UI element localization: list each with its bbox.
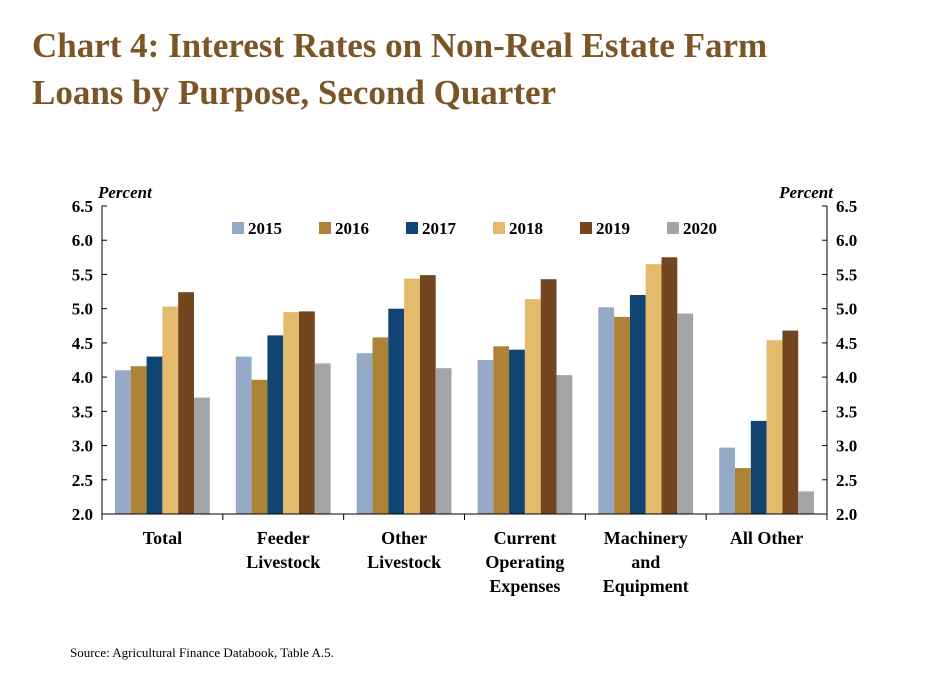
right-tick-label-3: 3.5: [836, 402, 857, 421]
category-label-4-0: Machinery: [604, 528, 688, 548]
bar-2019-cat-0: [178, 292, 194, 514]
bar-2018-cat-3: [524, 299, 541, 514]
bar-2020-cat-3: [556, 375, 573, 514]
source-note: Source: Agricultural Finance Databook, T…: [70, 645, 334, 660]
left-tick-label-0: 2.0: [72, 505, 93, 524]
right-tick-label-7: 5.5: [836, 265, 857, 284]
bar-2015-cat-2: [356, 353, 373, 514]
bar-2017-cat-0: [146, 356, 163, 514]
chart-title: Chart 4: Interest Rates on Non-Real Esta…: [32, 22, 902, 116]
bar-2016-cat-4: [614, 316, 630, 514]
legend-swatch-2019: [580, 222, 592, 234]
category-label-3-2: Expenses: [489, 576, 560, 596]
bar-2015-cat-1: [235, 356, 252, 514]
bar-2016-cat-3: [493, 346, 510, 514]
bar-2015-cat-4: [598, 307, 615, 514]
right-tick-label-2: 3.0: [836, 437, 857, 456]
bar-2018-cat-1: [283, 312, 300, 514]
left-tick-label-3: 3.5: [72, 402, 93, 421]
legend-label-2015: 2015: [248, 219, 282, 238]
chart-title-line-1: Chart 4: Interest Rates on Non-Real Esta…: [32, 26, 768, 65]
bar-2020-cat-1: [314, 363, 331, 514]
bar-2019-cat-3: [540, 279, 557, 514]
left-tick-label-2: 3.0: [72, 437, 93, 456]
legend-swatch-2016: [319, 222, 331, 234]
bar-2017-cat-5: [750, 420, 767, 514]
category-label-4-2: Equipment: [603, 576, 689, 596]
bar-2019-cat-5: [782, 330, 799, 514]
right-tick-label-9: 6.5: [836, 197, 857, 216]
bar-2015-cat-5: [719, 447, 735, 514]
legend-label-2020: 2020: [683, 219, 717, 238]
left-tick-label-6: 5.0: [72, 300, 93, 319]
legend-label-2019: 2019: [596, 219, 630, 238]
category-label-1-0: Feeder: [257, 528, 310, 548]
right-tick-label-1: 2.5: [836, 471, 857, 490]
bar-2019-cat-4: [661, 257, 678, 514]
legend-swatch-2018: [493, 222, 505, 234]
bar-2017-cat-4: [629, 295, 646, 514]
bar-chart: 2.0 2.0 2.5 2.5 3.0 3.0 3.5 3.5 4.0 4.0 4.5 4.5 5.0 5…: [72, 183, 858, 596]
bar-2015-cat-3: [477, 360, 494, 514]
right-axis-label: Percent: [778, 183, 834, 202]
category-label-2-1: Livestock: [367, 552, 441, 572]
bar-2017-cat-1: [267, 335, 284, 514]
legend-swatch-2017: [406, 222, 418, 234]
left-tick-label-1: 2.5: [72, 471, 93, 490]
left-axis-label: Percent: [97, 183, 153, 202]
left-tick-label-8: 6.0: [72, 231, 93, 250]
bar-2018-cat-0: [162, 306, 179, 514]
category-label-3-0: Current: [494, 528, 557, 548]
legend-swatch-2020: [667, 222, 679, 234]
bar-2017-cat-3: [509, 349, 525, 514]
bar-2016-cat-0: [130, 366, 147, 514]
category-label-5-0: All Other: [730, 528, 804, 548]
right-tick-label-0: 2.0: [836, 505, 857, 524]
category-label-1-1: Livestock: [246, 552, 320, 572]
right-tick-label-5: 4.5: [836, 334, 857, 353]
category-label-0-0: Total: [143, 528, 182, 548]
bar-2018-cat-2: [404, 278, 420, 514]
bar-2015-cat-0: [115, 370, 131, 514]
bar-2019-cat-2: [419, 275, 436, 514]
left-tick-label-9: 6.5: [72, 197, 93, 216]
right-tick-label-6: 5.0: [836, 300, 857, 319]
category-label-4-1: and: [631, 552, 660, 572]
bar-2016-cat-2: [372, 337, 389, 514]
right-tick-label-8: 6.0: [836, 231, 857, 250]
bar-2020-cat-4: [677, 313, 694, 514]
bar-2018-cat-4: [645, 264, 662, 514]
bar-2018-cat-5: [766, 340, 783, 514]
bar-2019-cat-1: [299, 311, 315, 514]
category-label-3-1: Operating: [485, 552, 564, 572]
legend-label-2016: 2016: [335, 219, 369, 238]
legend-swatch-2015: [232, 222, 244, 234]
left-tick-label-7: 5.5: [72, 265, 93, 284]
left-tick-label-5: 4.5: [72, 334, 93, 353]
bar-2020-cat-5: [798, 491, 814, 514]
bar-2016-cat-1: [251, 379, 268, 514]
bar-2017-cat-2: [388, 308, 405, 514]
chart-title-line-2: Loans by Purpose, Second Quarter: [32, 73, 557, 112]
left-tick-label-4: 4.0: [72, 368, 93, 387]
legend-label-2017: 2017: [422, 219, 457, 238]
category-label-2-0: Other: [381, 528, 427, 548]
legend-label-2018: 2018: [509, 219, 543, 238]
bar-2020-cat-0: [194, 397, 210, 514]
right-tick-label-4: 4.0: [836, 368, 857, 387]
bar-2020-cat-2: [435, 368, 452, 514]
bar-2016-cat-5: [735, 468, 751, 514]
